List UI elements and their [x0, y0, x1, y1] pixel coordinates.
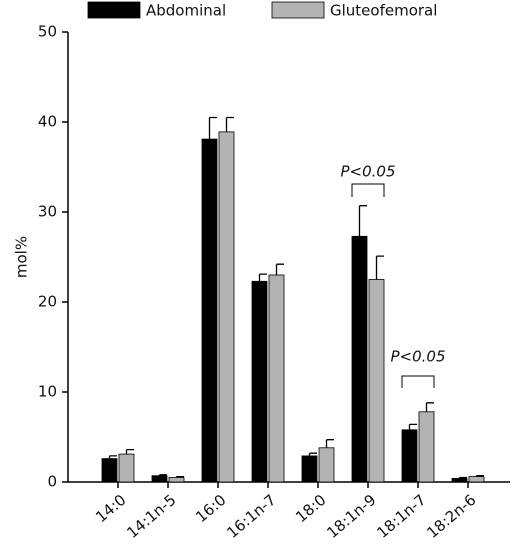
legend-label: Gluteofemoral	[330, 2, 437, 20]
y-tick-label: 10	[38, 383, 57, 401]
x-tick-label: 18:2n-6	[423, 491, 479, 542]
error-bar	[375, 255, 384, 280]
bar	[151, 475, 168, 483]
y-tick-label: 30	[38, 203, 57, 221]
y-axis-label: mol%	[13, 236, 31, 278]
x-tick-label: 16:0	[192, 491, 229, 526]
bar	[218, 131, 235, 483]
bar	[401, 429, 418, 483]
bracket	[401, 375, 435, 388]
bar	[101, 458, 118, 483]
error-bar	[125, 448, 134, 455]
error-bar	[275, 263, 284, 275]
error-bar	[208, 116, 217, 140]
y-tick-label: 50	[38, 23, 57, 41]
legend-swatch	[271, 1, 325, 19]
bar	[451, 477, 468, 483]
x-tick-label: 14:0	[92, 491, 129, 526]
x-tick-label: 18:1n-7	[373, 491, 429, 542]
error-bar	[425, 402, 434, 412]
legend-label: Abdominal	[146, 2, 226, 20]
bar	[118, 453, 135, 483]
bar	[251, 280, 268, 483]
x-tick-label: 14:1n-5	[123, 491, 179, 542]
error-bar	[225, 116, 234, 132]
bar	[418, 411, 435, 483]
bar	[168, 477, 185, 483]
y-tick-label: 40	[38, 113, 57, 131]
annotation: P<0.05	[340, 163, 395, 181]
bar	[318, 447, 335, 483]
bar	[468, 476, 485, 483]
x-tick-label: 18:0	[292, 491, 329, 526]
error-bar	[325, 439, 334, 448]
error-bar	[308, 452, 317, 456]
error-bar	[408, 423, 417, 430]
bar	[351, 235, 368, 483]
error-bar	[258, 273, 267, 282]
y-tick-label: 0	[47, 473, 57, 491]
annotation: P<0.05	[390, 348, 445, 366]
error-bar	[358, 205, 367, 237]
error-bar	[108, 455, 117, 459]
bracket	[351, 183, 385, 197]
legend-swatch	[87, 1, 141, 19]
bar	[201, 138, 218, 483]
bar	[301, 455, 318, 483]
y-tick-label: 20	[38, 293, 57, 311]
x-tick-label: 16:1n-7	[223, 491, 279, 542]
bar	[368, 279, 385, 483]
bar	[268, 274, 285, 483]
x-tick-label: 18:1n-9	[323, 491, 379, 542]
